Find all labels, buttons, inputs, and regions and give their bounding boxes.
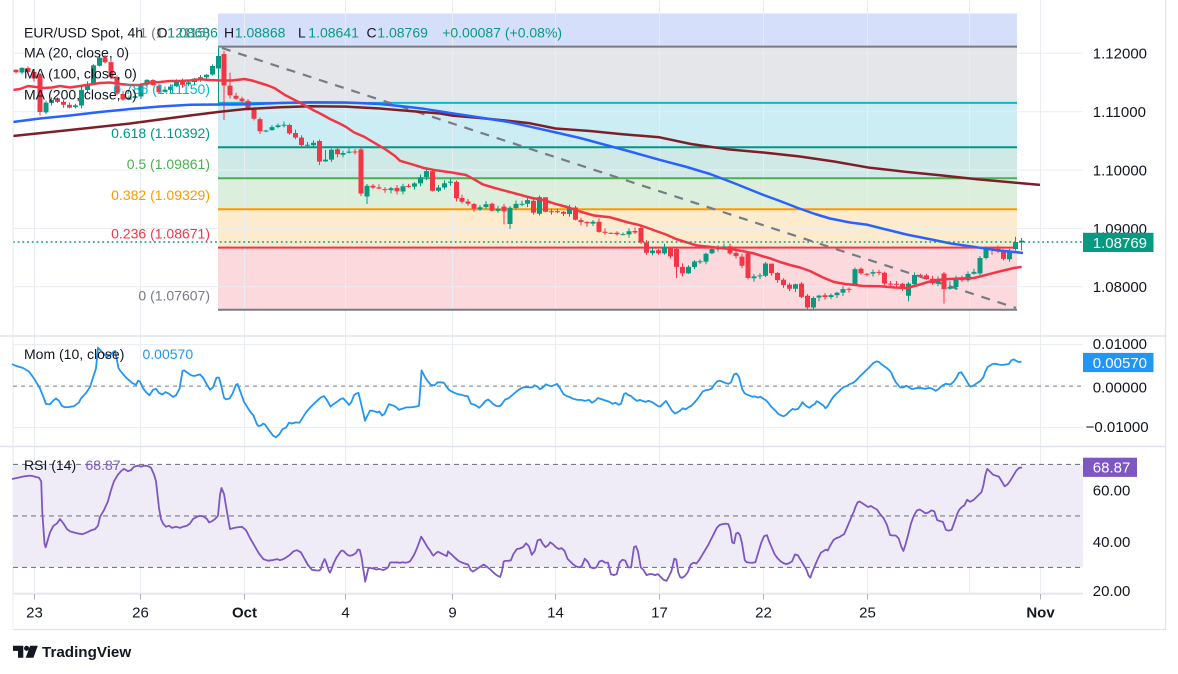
svg-text:4: 4 <box>341 605 349 622</box>
svg-text:1.11000: 1.11000 <box>1093 104 1146 121</box>
svg-text:Mom (10, close)0.00570: Mom (10, close) 0.00570 <box>24 346 193 362</box>
svg-text:20.00: 20.00 <box>1093 583 1131 600</box>
svg-text:TradingView: TradingView <box>42 644 131 661</box>
svg-text:26: 26 <box>132 605 149 622</box>
svg-text:RSI (14)68.87: RSI (14) 68.87 <box>24 457 121 473</box>
svg-text:22: 22 <box>755 605 772 622</box>
svg-text:1 (1.12115): 1 (1.12115) <box>139 25 210 41</box>
svg-text:14: 14 <box>547 605 564 622</box>
svg-text:1.10000: 1.10000 <box>1093 162 1147 179</box>
svg-text:1.08000: 1.08000 <box>1093 279 1147 296</box>
svg-text:0.00000: 0.00000 <box>1093 379 1147 396</box>
svg-text:Nov: Nov <box>1026 605 1055 622</box>
svg-text:0.618 (1.10392): 0.618 (1.10392) <box>111 125 210 141</box>
svg-text:−0.01000: −0.01000 <box>1086 419 1149 436</box>
svg-text:17: 17 <box>651 605 668 622</box>
svg-text:MA (100, close, 0): MA (100, close, 0) <box>24 66 137 82</box>
svg-text:40.00: 40.00 <box>1093 534 1131 551</box>
svg-text:0.786 (1.11150): 0.786 (1.11150) <box>113 81 210 97</box>
svg-text:23: 23 <box>26 605 43 622</box>
svg-text:MA (20, close, 0): MA (20, close, 0) <box>24 45 129 61</box>
svg-text:MA (200, close, 0): MA (200, close, 0) <box>24 87 137 103</box>
svg-text:Oct: Oct <box>232 605 257 622</box>
svg-text:0.01000: 0.01000 <box>1093 336 1147 353</box>
svg-text:0.5 (1.09861): 0.5 (1.09861) <box>127 156 210 172</box>
svg-text:68.87: 68.87 <box>1093 460 1131 477</box>
svg-text:60.00: 60.00 <box>1093 483 1131 500</box>
svg-text:1.08769: 1.08769 <box>1093 235 1147 252</box>
svg-text:0.382 (1.09329): 0.382 (1.09329) <box>111 187 210 203</box>
svg-text:0 (1.07607): 0 (1.07607) <box>138 288 210 304</box>
svg-text:9: 9 <box>448 605 456 622</box>
svg-text:0.00570: 0.00570 <box>1093 355 1147 372</box>
svg-text:1.12000: 1.12000 <box>1093 46 1147 63</box>
svg-text:0.236 (1.08671): 0.236 (1.08671) <box>111 226 210 242</box>
svg-text:25: 25 <box>859 605 876 622</box>
